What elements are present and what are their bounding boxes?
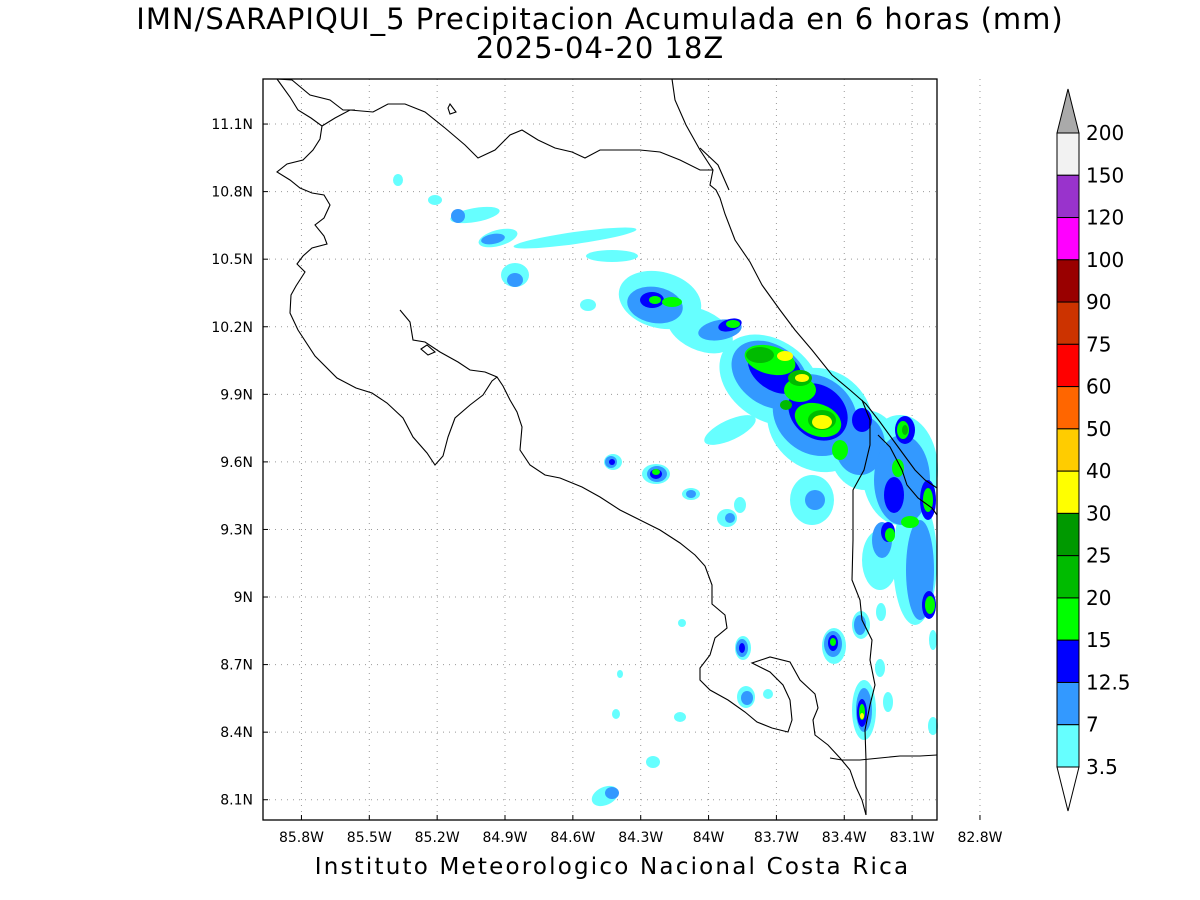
lon-tick-label: 83.4W: [822, 830, 867, 846]
nicaragua-border: [321, 103, 713, 171]
osa-coast: [829, 754, 938, 761]
lon-tick-label: 85.2W: [415, 830, 460, 846]
lat-tick-label: 9.3N: [220, 522, 253, 538]
lat-tick-label: 10.2N: [211, 320, 253, 336]
nicaragua-top: [699, 147, 730, 191]
precip-band-15: [649, 296, 935, 720]
colorbar-label: 12.5: [1086, 670, 1131, 694]
colorbar-swatch: [1056, 639, 1080, 683]
colorbar-label: 90: [1086, 290, 1111, 314]
colorbar-label: 40: [1086, 459, 1111, 483]
caribbean-coast: [671, 78, 938, 489]
colorbar-swatch: [1056, 724, 1080, 768]
coastlines: [276, 78, 938, 816]
lon-tick-label: 84.6W: [550, 830, 595, 846]
latitude-axis: 11.1N 10.8N 10.5N 10.2N 9.9N 9.6N 9.3N 9N 8.7N 8.…: [211, 117, 268, 809]
colorbar-label: 100: [1086, 248, 1124, 272]
colorbar-label: 7: [1086, 713, 1099, 737]
map-footer-credit: Instituto Meteorologico Nacional Costa R…: [314, 854, 911, 880]
colorbar-label: 75: [1086, 332, 1111, 356]
colorbar: 200 150 120 100 90 75 60 50 40 30 25 20 15 12.5 7 3.5: [1056, 88, 1131, 812]
colorbar-swatch: [1056, 555, 1080, 599]
colorbar-under-triangle: [1056, 766, 1080, 812]
colorbar-swatch: [1056, 174, 1080, 219]
lat-tick-label: 8.1N: [220, 793, 253, 809]
colorbar-swatch: [1056, 217, 1080, 261]
lon-tick-label: 84.3W: [618, 830, 663, 846]
colorbar-swatch: [1056, 470, 1080, 514]
panama-border: [851, 399, 876, 815]
lat-tick-label: 9.6N: [220, 455, 253, 471]
lon-tick-label: 82.8W: [957, 830, 1002, 846]
colorbar-label: 120: [1086, 206, 1124, 230]
colorbar-swatch: [1056, 259, 1080, 303]
precipitation-field: [393, 174, 938, 807]
bocas-coast: [877, 434, 938, 516]
longitude-axis: 85.8W 85.5W 85.2W 84.9W 84.6W 84.3W 84W 83.7W 83…: [279, 815, 1003, 846]
colorbar-swatch: [1056, 512, 1080, 557]
colorbar-swatch: [1056, 597, 1080, 641]
colorbar-label: 30: [1086, 501, 1111, 525]
colorbar-label: 150: [1086, 163, 1124, 187]
nicaragua-pacific-coast: [276, 78, 498, 466]
lat-tick-label: 10.5N: [211, 252, 253, 268]
map-title: IMN/SARAPIQUI_5 Precipitacion Acumulada …: [136, 2, 1064, 36]
colorbar-label: 15: [1086, 628, 1111, 652]
lake-islet: [447, 102, 457, 115]
colorbar-label: 20: [1086, 586, 1111, 610]
map-area: [262, 78, 981, 821]
colorbar-label: 3.5: [1086, 755, 1118, 779]
colorbar-label: 25: [1086, 544, 1111, 568]
colorbar-over-triangle: [1056, 88, 1080, 134]
lat-tick-label: 9N: [234, 590, 253, 606]
colorbar-swatch: [1056, 343, 1080, 388]
lat-tick-label: 10.8N: [211, 185, 253, 201]
colorbar-swatch: [1056, 386, 1080, 430]
precip-band-30: [777, 351, 864, 719]
lat-tick-label: 11.1N: [211, 117, 253, 133]
colorbar-swatch: [1056, 681, 1080, 726]
colorbar-label: 60: [1086, 375, 1111, 399]
lon-tick-label: 83.1W: [890, 830, 935, 846]
nicoya-gulf-coast: [399, 309, 867, 816]
colorbar-label: 200: [1086, 121, 1124, 145]
lat-tick-label: 9.9N: [220, 387, 253, 403]
map-subtitle: 2025-04-20 18Z: [475, 31, 725, 65]
lon-tick-label: 84W: [693, 830, 725, 846]
nicoya-islet: [420, 344, 437, 356]
colorbar-label: 50: [1086, 417, 1111, 441]
lon-tick-label: 83.7W: [754, 830, 799, 846]
map-frame: [262, 78, 938, 821]
lon-tick-label: 84.9W: [482, 830, 527, 846]
colorbar-swatch: [1056, 301, 1080, 345]
colorbar-swatch: [1056, 428, 1080, 472]
lon-tick-label: 85.8W: [279, 830, 324, 846]
colorbar-swatch: [1056, 132, 1080, 176]
lat-tick-label: 8.4N: [220, 725, 253, 741]
lat-tick-label: 8.7N: [220, 658, 253, 674]
lon-tick-label: 85.5W: [347, 830, 392, 846]
nicaragua-coast-north: [276, 78, 355, 111]
